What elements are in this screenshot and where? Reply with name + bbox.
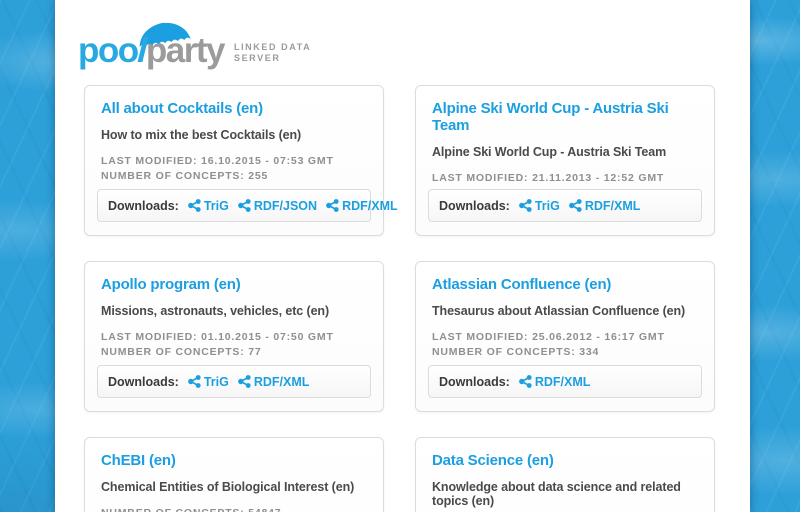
logo-wordmark: poolparty: [78, 19, 225, 70]
last-modified: LAST MODIFIED: 21.11.2013 - 12:52 GMT: [432, 172, 665, 184]
card-title-link[interactable]: Data Science (en): [432, 452, 554, 469]
card-metadata: LAST MODIFIED: 25.06.2012 - 16:17 GMT NU…: [432, 330, 698, 360]
downloads-bar: Downloads: RDF/XML: [428, 365, 702, 398]
number-of-concepts: NUMBER OF CONCEPTS: 77: [101, 346, 262, 358]
downloads-label: Downloads:: [108, 198, 179, 213]
number-of-concepts: NUMBER OF CONCEPTS: 54847: [101, 506, 367, 512]
card-metadata: LAST MODIFIED: 16.10.2015 - 07:53 GMT NU…: [101, 154, 367, 184]
card-description: Missions, astronauts, vehicles, etc (en): [101, 304, 330, 318]
card-metadata: LAST MODIFIED: 01.10.2015 - 07:50 GMT NU…: [101, 330, 367, 360]
download-link-rdfxml[interactable]: RDF/XML: [568, 199, 640, 213]
downloads-bar: Downloads: TriG RDF/XML: [428, 189, 702, 222]
number-of-concepts: NUMBER OF CONCEPTS: 255: [101, 170, 269, 182]
download-link-rdfxml[interactable]: RDF/XML: [518, 375, 590, 389]
downloads-bar: Downloads: TriG RDF/XML: [97, 365, 371, 398]
share-icon: [518, 199, 532, 212]
card-title-link[interactable]: Atlassian Confluence (en): [432, 276, 612, 293]
dataset-card-grid: All about Cocktails (en) How to mix the …: [84, 85, 721, 512]
card-title-link[interactable]: Apollo program (en): [101, 276, 241, 293]
last-modified: LAST MODIFIED: 16.10.2015 - 07:53 GMT: [101, 155, 334, 167]
logo-text-pool: poo: [78, 31, 139, 70]
download-link-rdfxml[interactable]: RDF/XML: [326, 199, 398, 213]
download-link-rdfjson[interactable]: RDF/JSON: [237, 199, 317, 213]
content-page: poolparty LINKED DATA SERVER All about C…: [55, 0, 750, 512]
logo-tagline: LINKED DATA SERVER: [233, 42, 312, 63]
dataset-card: Apollo program (en) Missions, astronauts…: [84, 261, 384, 412]
dataset-card: ChEBI (en) Chemical Entities of Biologic…: [84, 437, 384, 512]
last-modified: LAST MODIFIED: 01.10.2015 - 07:50 GMT: [101, 331, 334, 343]
share-icon: [568, 199, 582, 212]
download-link-trig[interactable]: TriG: [187, 199, 229, 213]
last-modified: LAST MODIFIED: 25.06.2012 - 16:17 GMT: [432, 331, 665, 343]
share-icon: [326, 199, 339, 212]
poolparty-logo[interactable]: poolparty LINKED DATA SERVER: [78, 16, 312, 70]
card-title-link[interactable]: All about Cocktails (en): [101, 100, 263, 117]
dataset-card: All about Cocktails (en) How to mix the …: [84, 85, 398, 236]
card-description: Chemical Entities of Biological Interest…: [101, 480, 355, 494]
download-link-rdfxml[interactable]: RDF/XML: [237, 375, 309, 389]
card-description: Alpine Ski World Cup - Austria Ski Team: [432, 145, 667, 159]
card-metadata: NUMBER OF CONCEPTS: 54847: [101, 506, 367, 512]
download-link-trig[interactable]: TriG: [518, 199, 560, 213]
share-icon: [237, 199, 251, 212]
share-icon: [187, 199, 201, 212]
downloads-label: Downloads:: [439, 198, 510, 213]
dataset-card: Atlassian Confluence (en) Thesaurus abou…: [415, 261, 715, 412]
card-description: Knowledge about data science and related…: [432, 480, 681, 508]
share-icon: [237, 375, 251, 388]
number-of-concepts: NUMBER OF CONCEPTS: 334: [432, 346, 600, 358]
card-description: How to mix the best Cocktails (en): [101, 128, 302, 142]
card-title-link[interactable]: ChEBI (en): [101, 452, 176, 469]
card-title-link[interactable]: Alpine Ski World Cup - Austria Ski Team: [432, 100, 669, 134]
downloads-bar: Downloads: TriG RDF/JSON RDF/XML: [97, 189, 398, 222]
dataset-card: Alpine Ski World Cup - Austria Ski Team …: [415, 85, 715, 236]
downloads-label: Downloads:: [108, 374, 179, 389]
card-description: Thesaurus about Atlassian Confluence (en…: [432, 304, 686, 318]
download-link-trig[interactable]: TriG: [187, 375, 229, 389]
share-icon: [518, 375, 532, 388]
dataset-card: Data Science (en) Knowledge about data s…: [415, 437, 715, 512]
downloads-label: Downloads:: [439, 374, 510, 389]
share-icon: [187, 375, 201, 388]
umbrella-icon: [132, 13, 193, 48]
